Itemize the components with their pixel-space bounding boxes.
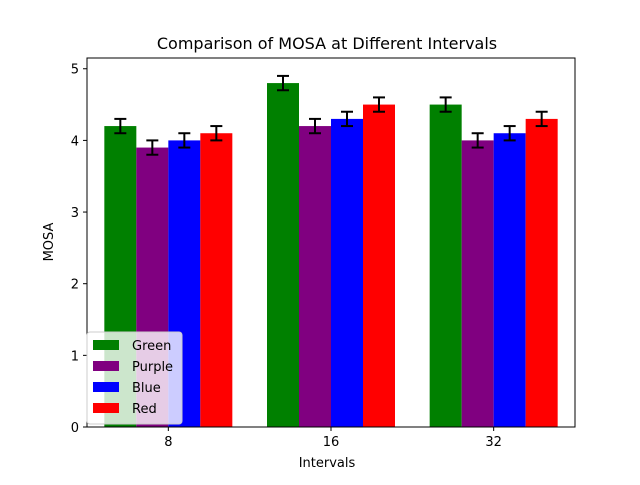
bar-green-32 — [429, 104, 462, 427]
legend-label-red: Red — [132, 402, 157, 417]
x-axis-label: Intervals — [299, 456, 356, 471]
x-tick-label-32: 32 — [485, 435, 502, 450]
y-tick-label-5: 5 — [71, 63, 79, 78]
legend-swatch-green — [93, 340, 119, 350]
bar-green-16 — [267, 83, 299, 427]
legend-label-green: Green — [132, 339, 171, 354]
bar-blue-32 — [493, 133, 526, 427]
bar-blue-16 — [331, 118, 363, 427]
bar-red-16 — [363, 104, 395, 427]
x-axis: 8 16 32 — [164, 427, 502, 450]
legend-swatch-blue — [93, 382, 119, 392]
y-axis-label: MOSA — [42, 222, 57, 261]
legend-swatch-red — [93, 403, 119, 413]
bar-purple-32 — [461, 140, 494, 427]
legend: Green Purple Blue Red — [86, 331, 183, 425]
y-tick-label-2: 2 — [71, 278, 79, 293]
legend-swatch-purple — [93, 361, 119, 371]
bar-purple-16 — [299, 126, 331, 427]
y-axis: 0 1 2 3 4 5 — [71, 63, 87, 436]
y-tick-label-4: 4 — [71, 134, 79, 149]
bar-red-32 — [525, 118, 558, 427]
x-tick-label-16: 16 — [323, 435, 340, 450]
legend-label-purple: Purple — [132, 360, 173, 375]
y-tick-label-1: 1 — [71, 349, 79, 364]
y-tick-label-0: 0 — [71, 421, 79, 436]
bars-layer — [104, 83, 558, 427]
x-tick-label-8: 8 — [164, 435, 172, 450]
legend-label-blue: Blue — [132, 381, 161, 396]
bar-red-8 — [200, 133, 233, 427]
y-tick-label-3: 3 — [71, 206, 79, 221]
legend-box — [86, 331, 183, 425]
error-bars-layer — [114, 74, 548, 156]
chart-title: Comparison of MOSA at Different Interval… — [157, 34, 497, 53]
